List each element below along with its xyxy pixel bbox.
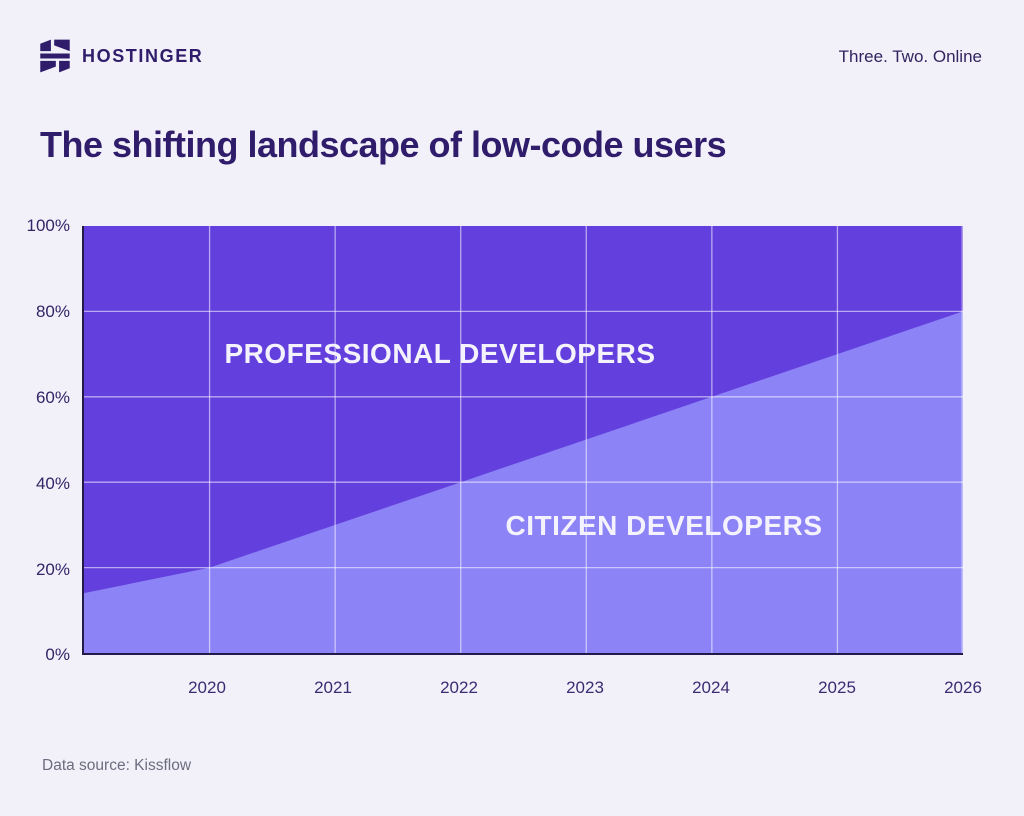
x-tick-2020: 2020 [188, 678, 226, 697]
x-tick-2022: 2022 [440, 678, 478, 697]
y-tick-80: 80% [35, 302, 70, 321]
y-tick-40: 40% [35, 474, 70, 493]
y-tick-0: 0% [45, 645, 70, 664]
stacked-area-chart [82, 226, 963, 655]
y-tick-20: 20% [35, 560, 70, 579]
x-tick-2025: 2025 [818, 678, 856, 697]
y-tick-60: 60% [35, 388, 70, 407]
professional-developers-area-label: PROFESSIONAL DEVELOPERS [224, 338, 656, 369]
chart-canvas [84, 226, 963, 653]
header-brand: HOSTINGER [40, 38, 203, 74]
x-tick-2023: 2023 [566, 678, 604, 697]
x-tick-2021: 2021 [314, 678, 352, 697]
x-tick-2024: 2024 [692, 678, 730, 697]
citizen-developers-area-label: CITIZEN DEVELOPERS [505, 510, 823, 541]
data-source-note: Data source: Kissflow [42, 757, 192, 774]
page-title: The shifting landscape of low-code users [40, 124, 727, 165]
hostinger-logo-icon [40, 39, 70, 73]
brand-name: HOSTINGER [82, 45, 204, 66]
brand-tagline: Three. Two. Online [838, 47, 982, 66]
x-tick-2026: 2026 [944, 678, 982, 697]
y-tick-100: 100% [26, 216, 70, 235]
